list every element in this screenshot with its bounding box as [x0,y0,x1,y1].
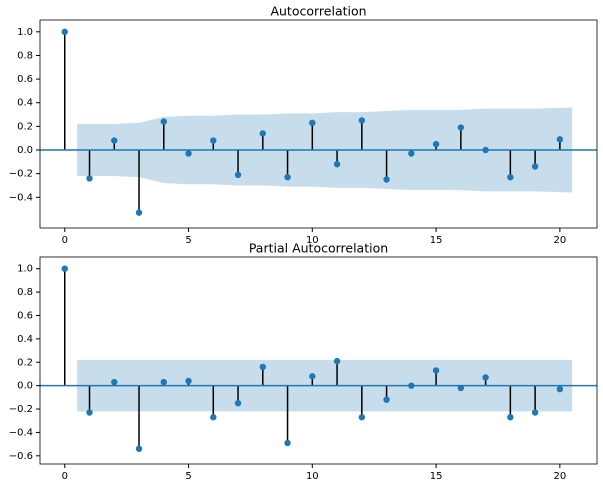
marker [111,137,118,144]
y-tick-label: −0.2 [9,404,33,415]
marker [135,445,143,452]
marker [358,117,366,124]
y-tick-label: 0.4 [17,334,33,345]
x-tick-label: 10 [306,235,319,246]
marker [210,414,217,421]
marker [309,119,316,127]
y-tick-label: 0.8 [17,50,33,61]
x-tick-label: 5 [185,471,191,482]
x-tick-label: 5 [185,235,191,246]
marker [457,124,465,131]
marker [234,171,242,179]
chart-title: Autocorrelation [270,4,366,19]
marker [556,136,564,143]
marker [408,382,415,389]
x-tick-label: 0 [62,235,68,246]
y-tick-label: 0.2 [17,357,33,368]
x-tick-label: 20 [553,471,566,482]
y-tick-label: 1.0 [17,264,33,275]
marker [86,175,93,182]
marker [556,385,564,393]
marker [457,384,465,392]
marker [111,378,118,386]
marker [482,146,489,154]
axes-frame [39,19,598,229]
marker [358,414,366,421]
marker [383,396,390,403]
y-tick-label: −0.4 [9,192,33,203]
marker [333,357,341,365]
marker [333,160,341,168]
marker [185,150,192,157]
x-tick-label: 15 [430,471,443,482]
marker [86,409,93,416]
y-tick-label: 0.2 [17,121,33,132]
y-tick-label: 0.0 [17,381,33,392]
y-tick-label: −0.6 [9,451,33,462]
marker [160,378,167,386]
marker [482,374,489,381]
x-tick-label: 15 [430,235,443,246]
marker [135,209,143,216]
marker [284,173,291,181]
x-tick-label: 0 [62,471,68,482]
marker [259,363,266,371]
marker [408,150,415,157]
marker [160,118,167,125]
marker [432,140,440,148]
y-tick-label: 1.0 [17,27,33,38]
marker [284,439,291,447]
x-tick-label: 20 [553,235,566,246]
y-tick-label: −0.2 [9,169,33,180]
marker [309,373,316,380]
marker [432,367,440,374]
marker [531,409,539,416]
x-tick-label: 10 [306,471,319,482]
y-tick-label: 0.4 [17,98,33,109]
marker [234,399,242,407]
marker [185,377,192,385]
marker [61,28,68,36]
marker [383,176,390,183]
marker [259,130,266,137]
marker [531,163,539,170]
y-tick-label: 0.6 [17,74,33,85]
marker [61,265,68,272]
y-tick-label: 0.6 [17,310,33,321]
marker [507,414,514,421]
y-tick-label: 0.0 [17,145,33,156]
marker [210,137,217,144]
chart-title: Partial Autocorrelation [249,241,388,256]
axes-frame [39,256,598,465]
y-tick-label: −0.4 [9,427,33,438]
y-tick-label: 0.8 [17,287,33,298]
marker [507,173,514,181]
